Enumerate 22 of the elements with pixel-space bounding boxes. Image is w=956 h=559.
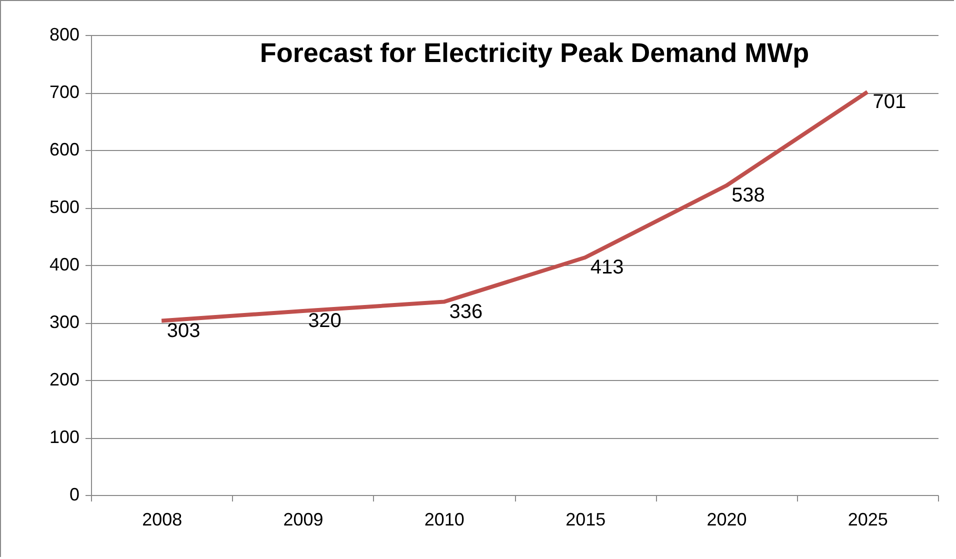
y-tick-label: 500 <box>49 197 80 217</box>
x-tick-label: 2008 <box>142 510 182 530</box>
data-label: 303 <box>166 320 200 342</box>
data-label: 538 <box>732 184 765 207</box>
x-tick-label: 2025 <box>848 510 888 530</box>
y-tick-label: 200 <box>49 370 80 390</box>
y-tick-label: 0 <box>69 484 80 504</box>
data-label: 320 <box>308 310 342 332</box>
chart-title: Forecast for Electricity Peak Demand MWp <box>260 38 810 68</box>
x-tick-label: 2009 <box>283 510 324 530</box>
x-tick-label: 2015 <box>566 510 606 530</box>
data-label: 336 <box>449 300 483 323</box>
y-tick-label: 400 <box>49 254 80 274</box>
y-tick-label: 600 <box>49 140 80 160</box>
x-tick-label: 2010 <box>424 510 464 530</box>
y-tick-label: 300 <box>49 312 80 332</box>
data-label: 413 <box>590 256 624 279</box>
y-tick-label: 700 <box>49 82 80 102</box>
y-tick-label: 800 <box>49 24 80 44</box>
data-label: 701 <box>872 90 906 113</box>
x-tick-label: 2020 <box>706 510 747 530</box>
y-tick-label: 100 <box>49 427 80 447</box>
